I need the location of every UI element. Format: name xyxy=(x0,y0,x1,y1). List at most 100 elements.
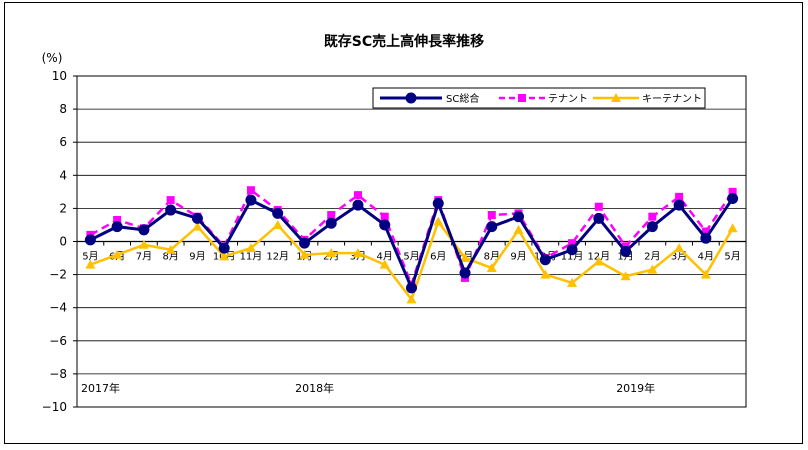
y-tick-label: 0 xyxy=(59,235,67,249)
data-point xyxy=(647,264,658,274)
legend-label: SC総合 xyxy=(446,92,479,105)
data-point xyxy=(327,211,336,220)
series-sc-total xyxy=(84,192,739,294)
data-point xyxy=(539,254,551,266)
data-point xyxy=(246,186,255,195)
data-point xyxy=(112,249,123,259)
data-point xyxy=(113,215,122,224)
y-tick-label: −2 xyxy=(49,268,67,282)
data-point xyxy=(272,219,283,229)
y-tick-label: 10 xyxy=(52,69,67,83)
data-point xyxy=(299,249,310,259)
data-point xyxy=(566,244,578,256)
data-point xyxy=(728,187,737,196)
data-point xyxy=(700,269,711,279)
data-point xyxy=(486,221,498,233)
y-tick-label: −6 xyxy=(49,334,67,348)
data-point xyxy=(192,221,203,231)
data-point xyxy=(487,211,496,220)
x-tick-label: 11月 xyxy=(240,251,263,263)
data-point xyxy=(245,243,256,253)
x-tick-label: 4月 xyxy=(698,251,714,263)
series-key-tenant xyxy=(85,216,738,304)
data-point xyxy=(646,221,658,233)
data-point xyxy=(620,271,631,281)
year-label: 2018年 xyxy=(295,381,334,395)
legend-marker xyxy=(405,92,417,104)
data-point xyxy=(111,221,123,233)
data-point xyxy=(673,199,685,211)
data-point xyxy=(700,232,712,244)
data-point xyxy=(85,259,96,269)
data-point xyxy=(568,239,577,248)
y-axis-unit-label: (%) xyxy=(42,51,63,65)
x-tick-label: 5月 xyxy=(724,251,740,263)
data-point xyxy=(84,234,96,246)
data-point xyxy=(352,248,363,258)
legend-marker xyxy=(518,94,526,102)
data-point xyxy=(433,216,444,226)
data-point xyxy=(593,256,604,266)
x-tick-label: 9月 xyxy=(510,251,526,263)
legend: SC総合 テナント キーテナント xyxy=(372,87,706,109)
data-point xyxy=(460,253,471,263)
data-point xyxy=(326,248,337,258)
data-point xyxy=(219,251,230,261)
legend-label: キーテナント xyxy=(642,93,702,105)
data-point xyxy=(138,239,149,249)
y-tick-label: −8 xyxy=(49,367,67,381)
data-point xyxy=(486,262,497,272)
data-point xyxy=(245,194,257,206)
y-tick-label: 4 xyxy=(59,168,67,182)
x-tick-label: 11月 xyxy=(561,251,584,263)
legend-label: テナント xyxy=(548,93,588,105)
data-point xyxy=(406,282,417,294)
data-point xyxy=(298,237,310,249)
x-tick-label: 6月 xyxy=(430,251,446,263)
year-label: 2017年 xyxy=(81,381,120,395)
y-axis-ticks: 10 8 6 4 2 0 −2 −4 −6 −8 −10 xyxy=(42,69,67,414)
data-point xyxy=(352,199,364,211)
x-tick-label: 5月 xyxy=(403,251,419,263)
data-point xyxy=(540,269,551,279)
data-point xyxy=(379,259,390,269)
x-tick-label: 9月 xyxy=(189,251,205,263)
x-tick-label: 4月 xyxy=(377,251,393,263)
data-point xyxy=(325,217,337,229)
data-point xyxy=(674,243,685,253)
data-point xyxy=(165,244,176,254)
data-point xyxy=(353,191,362,200)
data-point xyxy=(675,192,684,201)
data-point xyxy=(406,294,417,304)
y-tick-label: −10 xyxy=(42,400,67,414)
data-point xyxy=(567,277,578,287)
series-layer xyxy=(84,186,739,304)
data-point xyxy=(138,224,150,236)
data-point xyxy=(380,212,389,221)
data-point xyxy=(620,245,632,257)
data-point xyxy=(648,212,657,221)
y-tick-label: 8 xyxy=(59,102,67,116)
data-point xyxy=(459,267,471,279)
data-point xyxy=(593,212,605,224)
data-point xyxy=(272,207,284,219)
axes xyxy=(73,75,747,408)
y-tick-label: 6 xyxy=(59,135,67,149)
data-point xyxy=(432,197,444,209)
x-tick-label: 2月 xyxy=(644,251,660,263)
data-point xyxy=(513,224,524,234)
data-point xyxy=(191,212,203,224)
data-point xyxy=(727,223,738,233)
data-point xyxy=(727,192,739,204)
x-tick-label: 8月 xyxy=(484,251,500,263)
x-tick-label: 5月 xyxy=(82,251,98,263)
y-tick-label: −4 xyxy=(49,301,67,315)
data-point xyxy=(166,196,175,205)
data-point xyxy=(701,227,710,236)
data-point xyxy=(594,202,603,211)
y-tick-label: 2 xyxy=(59,201,67,215)
data-point xyxy=(513,211,525,223)
data-point xyxy=(218,242,230,254)
x-tick-label: 12月 xyxy=(266,251,289,263)
